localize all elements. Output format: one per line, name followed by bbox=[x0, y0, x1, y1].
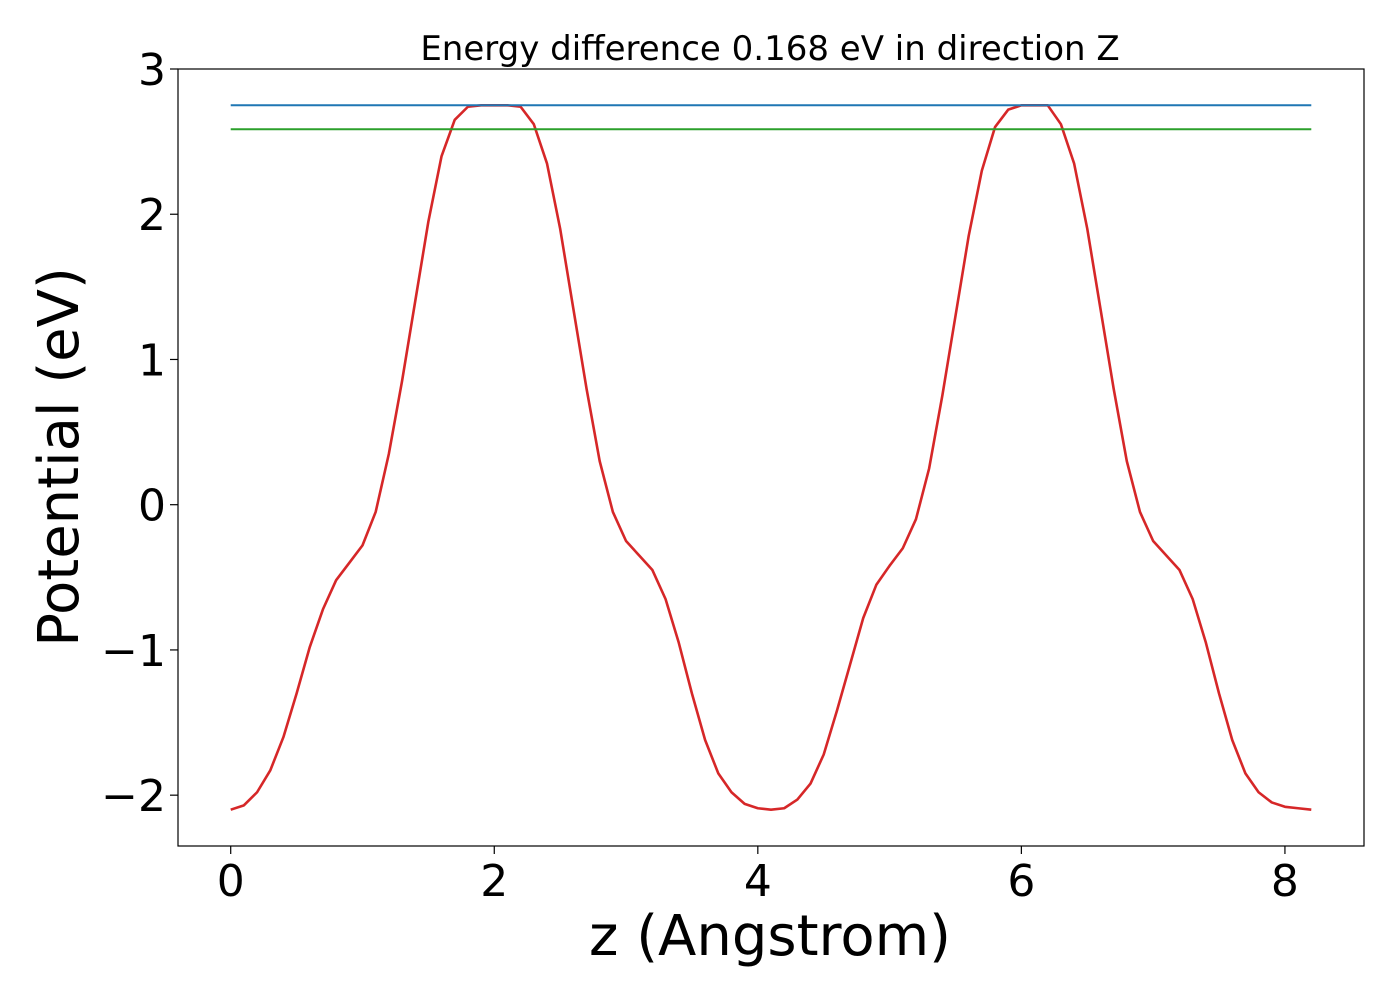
y-tick-label: 0 bbox=[138, 481, 166, 532]
y-tick-label: −2 bbox=[101, 771, 166, 822]
y-axis-label: Potential (eV) bbox=[27, 267, 92, 647]
x-axis-label: z (Angstrom) bbox=[589, 904, 951, 969]
series-layer bbox=[230, 104, 1312, 811]
y-tick-label: −1 bbox=[101, 626, 166, 677]
x-tick-label: 8 bbox=[1271, 856, 1299, 907]
plot-frame bbox=[177, 68, 1365, 847]
series-line-0 bbox=[230, 104, 1312, 811]
y-tick-label: 1 bbox=[138, 335, 166, 386]
y-tick-label: 3 bbox=[138, 45, 166, 96]
x-tick-label: 6 bbox=[1007, 856, 1035, 907]
x-tick-label: 4 bbox=[744, 856, 772, 907]
y-tick-label: 2 bbox=[138, 190, 166, 241]
y-axis: −2 −1 0 1 2 3 bbox=[101, 45, 178, 822]
x-tick-label: 2 bbox=[480, 856, 508, 907]
x-axis: 0 2 4 6 8 bbox=[217, 846, 1299, 907]
x-tick-label: 0 bbox=[217, 856, 245, 907]
chart-title: Energy difference 0.168 eV in direction … bbox=[420, 29, 1119, 69]
